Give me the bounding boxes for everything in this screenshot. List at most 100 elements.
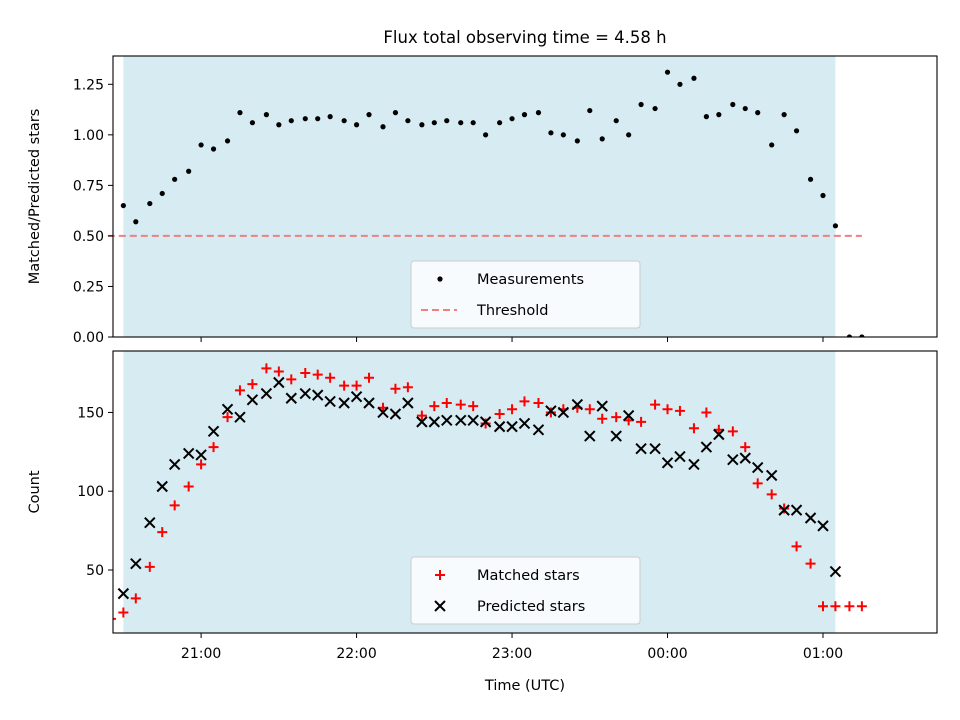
matched-star-point <box>286 374 297 385</box>
matched-star-point <box>727 426 738 437</box>
predicted-star-point <box>324 395 336 408</box>
matched-star-point <box>429 401 440 412</box>
measurement-point <box>133 219 139 225</box>
measurement-point <box>497 120 503 126</box>
matched-star-point <box>300 368 311 379</box>
marker-layer <box>113 69 865 337</box>
matched-star-point <box>597 413 608 424</box>
matched-star-point <box>844 601 855 612</box>
measurement-point <box>470 120 476 126</box>
matched-star-point <box>533 397 544 408</box>
predicted-star-point <box>596 400 608 412</box>
predicted-star-point <box>402 397 414 409</box>
matched-star-point <box>183 481 194 492</box>
measurement-point <box>186 168 192 174</box>
matched-star-point <box>817 601 828 612</box>
measurement-point <box>224 138 231 144</box>
measurement-point <box>483 132 489 138</box>
measurement-point <box>341 118 347 124</box>
matched-star-point <box>545 407 556 418</box>
predicted-star-point <box>377 406 389 419</box>
series-measurements <box>113 69 865 337</box>
matched-star-point <box>662 404 673 415</box>
matched-star-point <box>480 418 491 429</box>
predicted-star-point <box>635 442 647 455</box>
y-axis-label: Count <box>27 470 43 513</box>
matched-star-point <box>740 442 751 453</box>
measurement-point <box>548 130 554 136</box>
y-tick-label: 0.00 <box>73 330 104 346</box>
measurement-point <box>793 128 800 134</box>
measurement-point <box>626 132 632 138</box>
measurement-point <box>781 112 787 118</box>
predicted-star-point <box>765 469 778 482</box>
predicted-star-point <box>700 441 713 453</box>
predicted-star-point <box>829 565 842 578</box>
y-tick-label: 0.50 <box>73 229 104 245</box>
axes-frame <box>112 350 938 634</box>
matched-star-point <box>402 382 413 393</box>
measurement-point <box>755 110 761 116</box>
matched-star-point <box>113 617 116 620</box>
measurement-point <box>560 132 566 138</box>
predicted-star-point <box>674 450 686 463</box>
measurement-point <box>172 176 178 182</box>
matched-star-point <box>339 380 350 391</box>
matched-star-point <box>688 423 699 434</box>
measurement-point <box>419 122 425 128</box>
legend-entry-label: Predicted stars <box>477 599 585 615</box>
matched-star-point <box>650 399 661 410</box>
matched-star-point <box>468 401 479 412</box>
measurement-point <box>859 334 865 337</box>
legend: Measurements Threshold <box>410 260 641 329</box>
matched-star-point <box>701 407 712 418</box>
predicted-star-point <box>804 512 817 524</box>
predicted-star-point <box>688 458 700 471</box>
predicted-star-point <box>130 557 142 570</box>
matched-star-point <box>208 442 219 453</box>
predicted-star-point <box>649 442 661 455</box>
ratio-panel: 0.00 0.25 0.50 0.75 1.00 1.25 Matched/Predicte… <box>27 55 938 346</box>
legend-marker-matched <box>435 570 445 580</box>
predicted-star-point <box>518 417 531 430</box>
matched-star-point <box>856 601 867 612</box>
measurement-point <box>509 116 515 122</box>
predicted-star-point <box>739 452 751 464</box>
matched-star-point <box>222 412 233 423</box>
predicted-star-point <box>117 587 130 600</box>
matched-star-point <box>325 372 336 383</box>
matched-star-point <box>519 396 530 407</box>
matched-star-point <box>455 399 466 410</box>
y-tick-label: 50 <box>86 563 104 579</box>
measurement-point <box>664 69 671 75</box>
measurement-point <box>613 118 619 124</box>
matched-star-point <box>584 404 595 415</box>
predicted-star-point <box>751 461 764 474</box>
matched-star-point <box>234 385 245 396</box>
measurement-point <box>380 124 386 130</box>
measurement-point <box>147 200 153 207</box>
matched-star-point <box>416 410 427 421</box>
measurement-point <box>288 118 294 124</box>
chart-title: Flux total observing time = 4.58 h <box>383 28 666 47</box>
measurement-point <box>587 107 593 114</box>
matched-star-point <box>118 607 129 618</box>
measurement-point <box>327 114 333 120</box>
measurement-point <box>599 136 605 142</box>
measurement-point <box>353 122 360 128</box>
legend: Matched stars Predicted stars <box>410 556 641 625</box>
measurement-point <box>535 110 542 116</box>
predicted-star-point <box>790 504 803 516</box>
predicted-star-point <box>441 414 453 427</box>
predicted-star-point <box>389 408 402 420</box>
predicted-star-point <box>260 387 273 400</box>
x-tick-label: 23:00 <box>492 646 532 662</box>
measurement-point <box>210 146 217 152</box>
measurement-point <box>820 192 826 199</box>
predicted-star-point <box>455 414 467 427</box>
matched-star-point <box>752 478 763 489</box>
measurement-point <box>302 116 308 122</box>
measurement-point <box>392 110 399 116</box>
matched-star-point <box>312 369 323 380</box>
measurement-point <box>652 105 658 112</box>
